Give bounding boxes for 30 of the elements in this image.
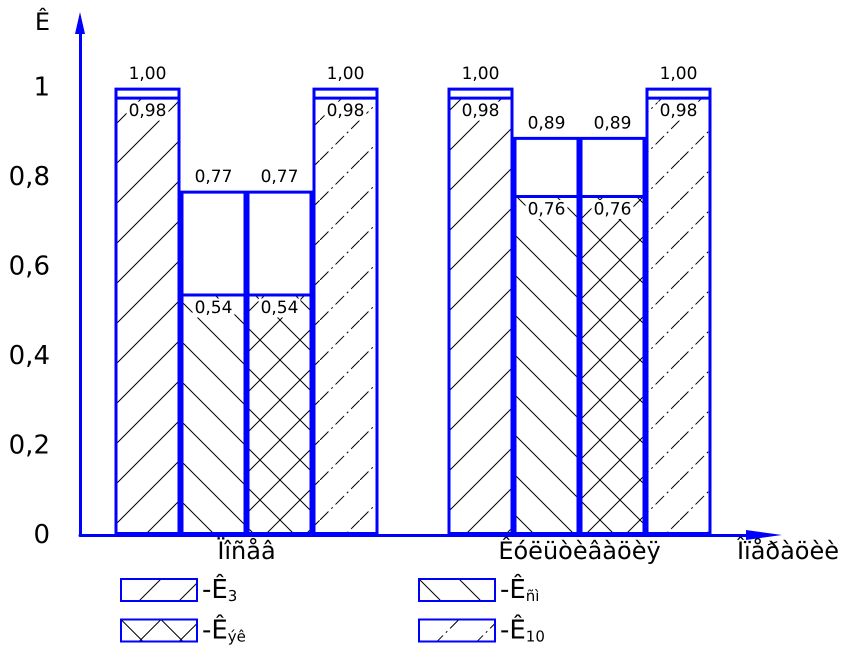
y-tick-label: 0,4: [8, 341, 50, 372]
data-label: 0,89: [594, 113, 632, 134]
data-label: 0,98: [326, 101, 364, 122]
data-label: 0,89: [528, 113, 566, 134]
y-axis-title: Ê: [34, 7, 50, 36]
x-tick-label: Ïîñåâ: [217, 537, 276, 565]
data-label: 0,98: [128, 101, 166, 122]
legend-label: -Ê3: [202, 573, 238, 605]
y-tick-label: 1: [33, 72, 50, 103]
y-tick-label: 0: [33, 520, 50, 550]
data-label: 0,76: [594, 200, 632, 220]
data-label: 1,00: [326, 64, 364, 84]
x-tick-label: Êóëüòèâàöèÿ: [498, 536, 661, 565]
data-label: 0,98: [462, 101, 500, 122]
legend-label: -Êñì: [500, 573, 540, 605]
data-label: 0,77: [260, 167, 298, 188]
data-label: 0,77: [194, 167, 232, 188]
y-tick-label: 0,8: [8, 162, 50, 192]
y-tick-label: 0,2: [8, 430, 50, 461]
data-label: 0,54: [260, 298, 298, 318]
data-label: 0,54: [194, 298, 232, 318]
data-label: 1,00: [660, 64, 698, 84]
legend-label: -Ê10: [500, 614, 545, 646]
y-tick-label: 0,6: [8, 252, 50, 282]
data-label: 0,76: [528, 200, 566, 220]
legend-label: -Êýê: [202, 614, 246, 646]
x-axis-title: Îïåðàöèè: [736, 536, 840, 565]
data-label: 0,98: [660, 101, 698, 122]
data-label: 1,00: [128, 64, 166, 84]
data-label: 1,00: [462, 64, 500, 84]
